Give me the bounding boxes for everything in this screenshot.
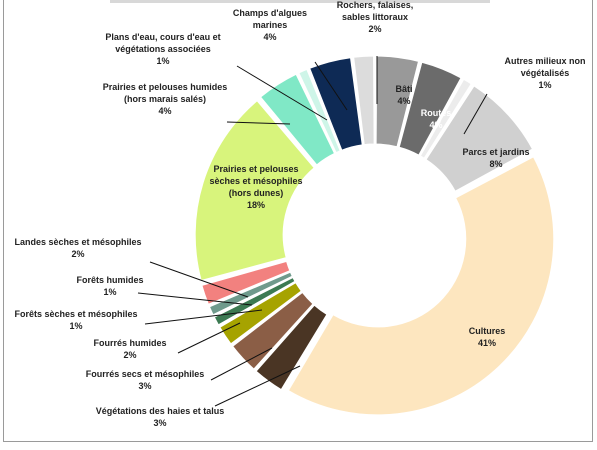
slice-11 <box>194 100 315 282</box>
slice-name-label: Fourrés humides <box>93 338 166 348</box>
slice-value-label: 18% <box>247 200 265 210</box>
slice-name-label: marines <box>253 20 288 30</box>
leader-line <box>226 121 291 125</box>
slice-name-label: Fourrés secs et mésophiles <box>86 369 205 379</box>
slice-name-label: Routes <box>421 108 452 118</box>
slice-name-label: végétations associées <box>115 44 211 54</box>
slice-name-label: Champs d'algues <box>233 8 307 18</box>
slice-name-label: Cultures <box>469 326 506 336</box>
leader-lines <box>137 56 488 407</box>
leader-line <box>149 261 249 298</box>
slice-value-label: 3% <box>153 418 166 428</box>
slice-15 <box>353 55 375 146</box>
slice-5 <box>255 304 328 391</box>
slice-0 <box>375 55 420 148</box>
slice-name-label: Parcs et jardins <box>462 147 529 157</box>
slice-name-label: (hors dunes) <box>229 188 284 198</box>
slice-13 <box>298 68 341 154</box>
slice-1 <box>398 61 462 156</box>
slice-value-label: 4% <box>263 32 276 42</box>
leader-line <box>463 93 488 135</box>
leader-line <box>314 61 348 111</box>
slice-value-label: 2% <box>368 24 381 34</box>
leader-line <box>177 322 241 354</box>
title-strip <box>110 0 490 3</box>
slice-name-label: sèches et mésophiles <box>209 176 302 186</box>
slice-name-label: Forêts humides <box>76 275 143 285</box>
leader-line <box>214 365 301 407</box>
slice-value-label: 1% <box>538 80 551 90</box>
slice-value-label: 3% <box>138 381 151 391</box>
leader-line <box>137 292 253 306</box>
slice-name-label: végétalisés <box>521 68 570 78</box>
leader-line <box>210 347 273 381</box>
slice-9 <box>208 271 293 316</box>
slice-name-label: Plans d'eau, cours d'eau et <box>105 32 220 42</box>
slice-14 <box>309 57 363 151</box>
slice-value-label: 1% <box>103 287 116 297</box>
slice-value-label: 41% <box>478 338 496 348</box>
slice-name-label: (hors marais salés) <box>124 94 206 104</box>
slice-name-label: Forêts sèches et mésophiles <box>14 309 137 319</box>
slice-2 <box>419 78 472 159</box>
slice-name-label: Prairies et pelouses humides <box>103 82 228 92</box>
slice-12 <box>259 73 336 166</box>
slice-value-label: 8% <box>489 159 502 169</box>
slice-name-label: Bâti <box>395 84 412 94</box>
leader-line <box>236 65 328 121</box>
donut-slices <box>194 55 555 416</box>
slice-10 <box>201 260 291 305</box>
slice-name-label: Autres milieux non <box>504 56 585 66</box>
slice-3 <box>425 85 534 192</box>
slice-name-label: Rochers, falaises, <box>337 0 414 10</box>
slice-value-label: 2% <box>71 249 84 259</box>
slice-value-label: 2% <box>123 350 136 360</box>
leader-line <box>144 309 263 325</box>
slice-value-label: 1% <box>156 56 169 66</box>
slice-value-label: 4% <box>429 120 442 130</box>
slice-labels: Bâti 4% Routes 4% Autres milieux non végétali… <box>14 0 585 428</box>
slice-4 <box>287 156 555 416</box>
slice-7 <box>219 282 302 345</box>
slice-name-label: sables littoraux <box>342 12 408 22</box>
slice-value-label: 4% <box>397 96 410 106</box>
slice-name-label: Prairies et pelouses <box>213 164 298 174</box>
slice-value-label: 4% <box>158 106 171 116</box>
slice-name-label: Végétations des haies et talus <box>96 406 225 416</box>
slice-name-label: Landes sèches et mésophiles <box>14 237 141 247</box>
slice-value-label: 1% <box>69 321 82 331</box>
